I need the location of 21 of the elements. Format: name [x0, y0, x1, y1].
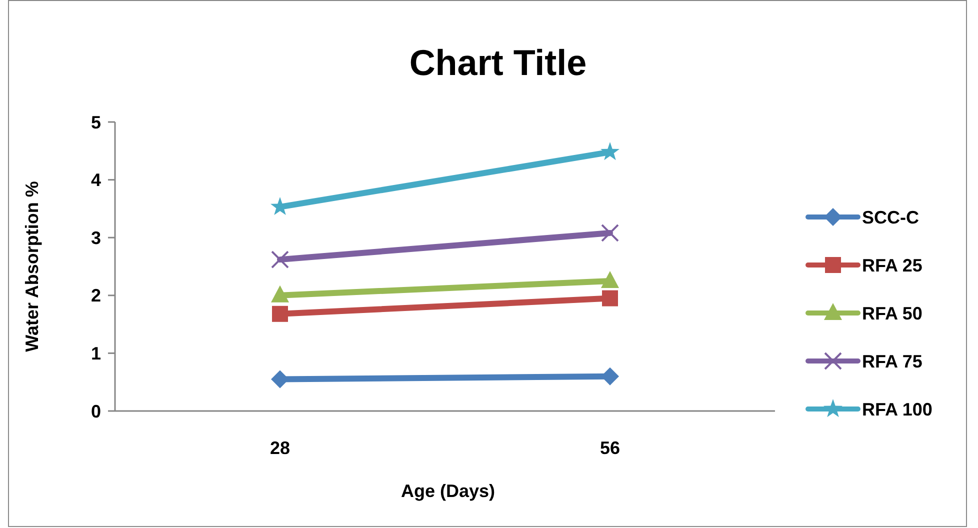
point — [600, 142, 620, 160]
legend-label: SCC-C — [862, 207, 919, 228]
y-tick-label: 1 — [90, 344, 101, 364]
y-tick-label: 0 — [90, 401, 101, 422]
point — [601, 224, 619, 242]
legend-label: RFA 50 — [862, 303, 922, 324]
x-tick-label: 28 — [270, 438, 290, 458]
x-tick-label: 56 — [600, 438, 620, 458]
y-tick-label: 3 — [90, 228, 101, 248]
chart-title: Chart Title — [409, 42, 587, 83]
legend-label: RFA 75 — [862, 351, 922, 372]
y-tick-label: 5 — [90, 112, 101, 132]
legend-label: RFA 100 — [862, 399, 932, 420]
point — [272, 306, 288, 322]
point — [602, 290, 618, 306]
x-axis-title: Age (Days) — [400, 481, 496, 501]
y-axis-title: Water Absorption % — [22, 181, 42, 352]
y-tick-label: 4 — [90, 170, 101, 190]
y-tick-label: 2 — [90, 286, 101, 306]
point — [271, 250, 289, 269]
legend-label: RFA 25 — [862, 255, 922, 276]
